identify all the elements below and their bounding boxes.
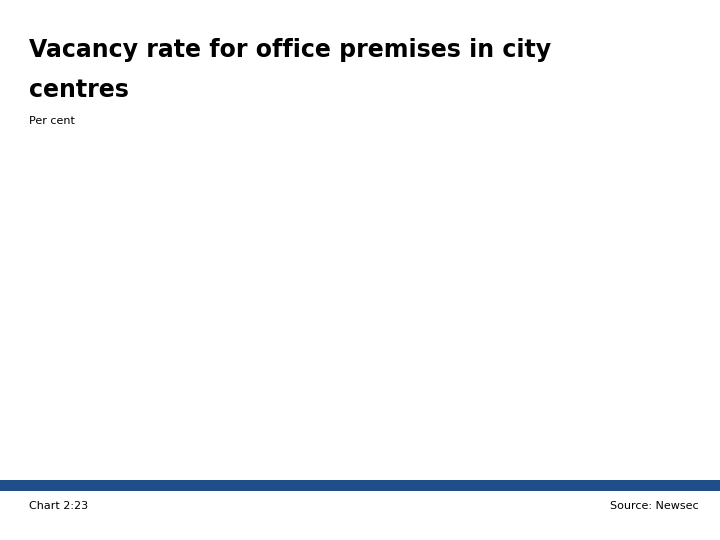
- Text: ( () () ): ( () () ): [650, 43, 678, 52]
- Text: SVERIGES
RIKSBANK: SVERIGES RIKSBANK: [642, 71, 686, 92]
- Text: Vacancy rate for office premises in city: Vacancy rate for office premises in city: [29, 38, 551, 62]
- Text: Chart 2:23: Chart 2:23: [29, 501, 88, 511]
- Text: centres: centres: [29, 78, 129, 102]
- Text: ~vvvvv~: ~vvvvv~: [648, 59, 680, 65]
- Text: * * * *
  * *: * * * * * *: [654, 23, 675, 36]
- Text: Source: Newsec: Source: Newsec: [610, 501, 698, 511]
- Text: Per cent: Per cent: [29, 116, 75, 126]
